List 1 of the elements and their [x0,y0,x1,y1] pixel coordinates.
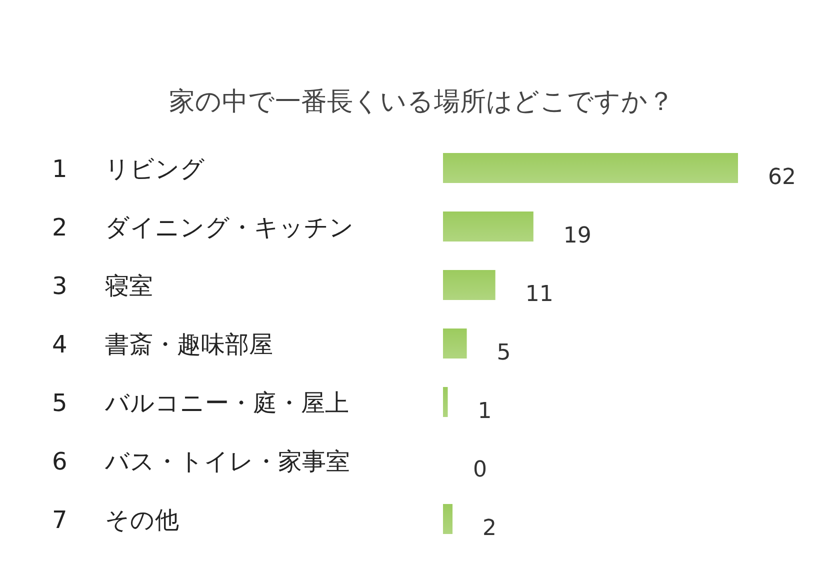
chart-title: 家の中で一番長くいる場所はどこですか？ [169,87,674,117]
